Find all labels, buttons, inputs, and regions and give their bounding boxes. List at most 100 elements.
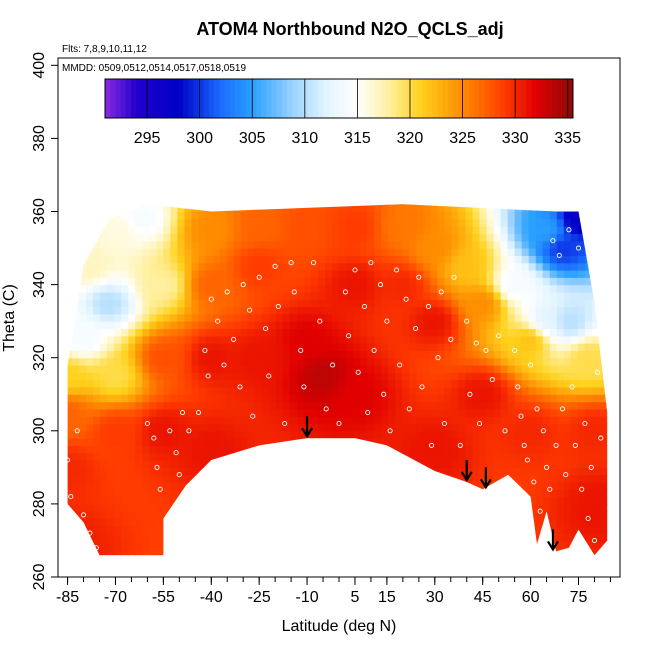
- heatmap-cell: [198, 365, 207, 373]
- heatmap-cell: [402, 452, 410, 461]
- heatmap-cell: [374, 438, 382, 446]
- heatmap-cell: [367, 313, 375, 322]
- heatmap-cell: [149, 408, 157, 417]
- heatmap-cell: [353, 204, 361, 213]
- heatmap-cell: [423, 211, 431, 220]
- heatmap-cell: [423, 204, 431, 205]
- heatmap-cell: [598, 438, 607, 446]
- heatmap-cell: [233, 335, 242, 344]
- heatmap-cell: [226, 291, 235, 300]
- heatmap-cell: [163, 328, 171, 337]
- heatmap-cell: [254, 438, 263, 446]
- heatmap-cell: [507, 233, 516, 242]
- heatmap-cell: [296, 233, 305, 242]
- heatmap-cell: [381, 277, 389, 286]
- heatmap-cell: [585, 190, 593, 198]
- heatmap-cell: [606, 525, 608, 534]
- heatmap-cell: [591, 489, 600, 498]
- heatmap-cell: [184, 525, 193, 534]
- heatmap-cell: [170, 489, 178, 498]
- heatmap-cell: [598, 270, 607, 278]
- heatmap-cell: [325, 533, 333, 541]
- heatmap-cell: [67, 445, 73, 454]
- heatmap-cell: [114, 321, 122, 330]
- heatmap-cell: [233, 343, 242, 351]
- heatmap-cell: [67, 357, 73, 366]
- colorbar-segment: [500, 79, 506, 118]
- heatmap-cell: [198, 511, 207, 520]
- heatmap-cell: [444, 452, 452, 461]
- heatmap-cell: [570, 460, 579, 468]
- heatmap-cell: [606, 467, 608, 476]
- heatmap-cell: [458, 240, 466, 249]
- heatmap-cell: [58, 255, 66, 263]
- heatmap-cell: [486, 262, 495, 271]
- colorbar-segment: [495, 79, 501, 118]
- sample-point: [330, 362, 336, 368]
- heatmap-cell: [409, 284, 417, 293]
- heatmap-cell: [501, 555, 509, 563]
- heatmap-cell: [514, 226, 523, 234]
- heatmap-cell: [388, 547, 396, 556]
- heatmap-cell: [535, 394, 544, 403]
- heatmap-cell: [395, 555, 403, 563]
- heatmap-cell: [465, 482, 474, 490]
- heatmap-cell: [514, 445, 523, 454]
- heatmap-cell: [310, 525, 319, 534]
- heatmap-cell: [296, 467, 305, 476]
- heatmap-cell: [247, 416, 256, 425]
- heatmap-cell: [177, 525, 185, 534]
- heatmap-cell: [577, 321, 586, 330]
- heatmap-cell: [184, 321, 193, 330]
- heatmap-cell: [563, 372, 572, 381]
- heatmap-cell: [310, 226, 319, 234]
- heatmap-cell: [290, 562, 298, 570]
- colorbar-tick-label: 305: [239, 130, 266, 147]
- heatmap-cell: [107, 474, 115, 483]
- heatmap-cell: [149, 555, 157, 563]
- heatmap-cell: [240, 350, 249, 359]
- heatmap-cell: [479, 445, 488, 454]
- heatmap-cell: [233, 379, 242, 388]
- heatmap-cell: [226, 511, 235, 520]
- heatmap-cell: [402, 335, 410, 344]
- heatmap-cell: [317, 438, 326, 446]
- heatmap-cell: [563, 306, 572, 315]
- heatmap-cell: [247, 291, 256, 300]
- colorbar-segment: [515, 79, 522, 118]
- heatmap-cell: [606, 496, 608, 505]
- heatmap-cell: [170, 248, 178, 256]
- heatmap-cell: [198, 416, 207, 425]
- heatmap-cell: [121, 430, 129, 439]
- heatmap-cell: [58, 504, 66, 512]
- heatmap-cell: [275, 386, 284, 395]
- heatmap-cell: [409, 525, 417, 534]
- heatmap-cell: [521, 204, 530, 205]
- heatmap-cell: [58, 402, 66, 410]
- heatmap-cell: [184, 438, 193, 446]
- heatmap-cell: [613, 343, 621, 351]
- sample-point: [397, 362, 403, 368]
- heatmap-cell: [289, 401, 298, 410]
- heatmap-cell: [381, 401, 389, 410]
- heatmap-cell: [514, 240, 523, 249]
- heatmap-cell: [303, 438, 312, 446]
- heatmap-cell: [142, 452, 150, 461]
- heatmap-cell: [191, 386, 200, 395]
- heatmap-cell: [535, 248, 544, 256]
- heatmap-cell: [346, 496, 354, 505]
- heatmap-cell: [591, 218, 600, 227]
- heatmap-cell: [58, 482, 66, 490]
- heatmap-cell: [135, 379, 143, 388]
- heatmap-cell: [577, 343, 586, 351]
- heatmap-cell: [219, 226, 228, 234]
- heatmap-cell: [493, 270, 502, 278]
- heatmap-cell: [381, 233, 389, 242]
- heatmap-cell: [486, 452, 495, 461]
- heatmap-cell: [240, 211, 249, 220]
- heatmap-cell: [514, 423, 523, 432]
- heatmap-cell: [205, 255, 214, 264]
- heatmap-cell: [598, 343, 607, 351]
- heatmap-cell: [346, 204, 354, 205]
- heatmap-cell: [170, 226, 178, 234]
